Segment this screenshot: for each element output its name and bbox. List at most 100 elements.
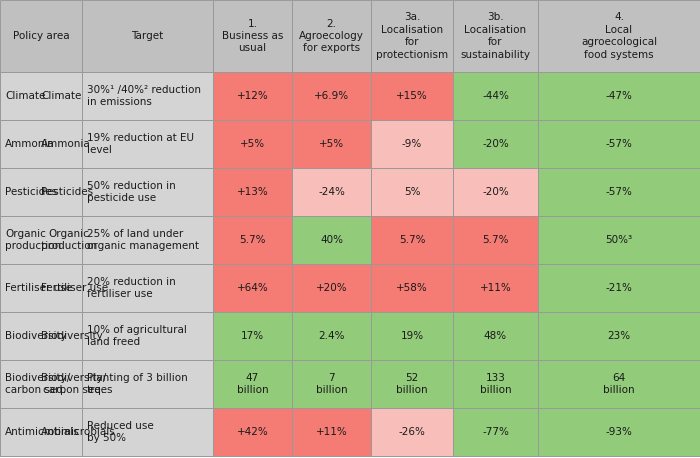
Bar: [371, 408, 453, 456]
Text: +11%: +11%: [480, 283, 512, 293]
Bar: [292, 408, 371, 456]
Bar: [538, 264, 700, 312]
Bar: [371, 120, 453, 168]
Bar: [538, 168, 700, 216]
Text: 7
billion: 7 billion: [316, 373, 347, 395]
Bar: [292, 72, 371, 120]
Text: 3a.
Localisation
for
protectionism: 3a. Localisation for protectionism: [376, 12, 448, 60]
Bar: [538, 216, 700, 264]
Text: 2.
Agroecology
for exports: 2. Agroecology for exports: [299, 19, 364, 54]
Bar: [453, 264, 538, 312]
Bar: [82, 216, 213, 264]
Text: Organic
production: Organic production: [5, 229, 62, 251]
Text: 48%: 48%: [484, 331, 507, 341]
Bar: [453, 408, 538, 456]
Bar: [213, 216, 292, 264]
Bar: [213, 360, 292, 408]
Text: +64%: +64%: [237, 283, 268, 293]
Text: +6.9%: +6.9%: [314, 91, 349, 101]
Bar: [453, 72, 538, 120]
Text: 4.
Local
agroecological
food systems: 4. Local agroecological food systems: [581, 12, 657, 60]
Text: +12%: +12%: [237, 91, 268, 101]
Text: Ammonia: Ammonia: [5, 139, 55, 149]
Bar: [371, 0, 453, 72]
Text: 5.7%: 5.7%: [399, 235, 426, 245]
Bar: [538, 120, 700, 168]
Text: +5%: +5%: [240, 139, 265, 149]
Bar: [292, 0, 371, 72]
Bar: [538, 72, 700, 120]
Text: 25% of land under
organic management: 25% of land under organic management: [87, 229, 199, 251]
Text: 50% reduction in
pesticide use: 50% reduction in pesticide use: [87, 181, 176, 203]
Text: -44%: -44%: [482, 91, 509, 101]
Bar: [82, 264, 213, 312]
Text: Biodiversity/
carbon seq.: Biodiversity/ carbon seq.: [41, 373, 106, 395]
Bar: [213, 408, 292, 456]
Bar: [82, 120, 213, 168]
Bar: [82, 168, 213, 216]
Bar: [538, 360, 700, 408]
Bar: [213, 120, 292, 168]
Bar: [0, 216, 82, 264]
Bar: [453, 360, 538, 408]
Bar: [0, 168, 82, 216]
Bar: [82, 72, 213, 120]
Bar: [82, 360, 213, 408]
Text: 19%: 19%: [400, 331, 424, 341]
Text: Organic
production: Organic production: [41, 229, 97, 251]
Bar: [82, 0, 213, 72]
Text: 10% of agricultural
land freed: 10% of agricultural land freed: [87, 325, 187, 347]
Text: Planting of 3 billion
trees: Planting of 3 billion trees: [87, 373, 188, 395]
Text: 23%: 23%: [608, 331, 631, 341]
Bar: [0, 0, 82, 72]
Bar: [0, 360, 82, 408]
Bar: [0, 72, 82, 120]
Bar: [213, 312, 292, 360]
Bar: [0, 408, 82, 456]
Bar: [213, 0, 292, 72]
Bar: [538, 312, 700, 360]
Text: Biodiversity: Biodiversity: [41, 331, 103, 341]
Bar: [0, 264, 82, 312]
Bar: [371, 72, 453, 120]
Text: 20% reduction in
fertiliser use: 20% reduction in fertiliser use: [87, 277, 176, 299]
Bar: [371, 264, 453, 312]
Bar: [0, 312, 82, 360]
Text: +42%: +42%: [237, 427, 268, 437]
Text: 30%¹ /40%² reduction
in emissions: 30%¹ /40%² reduction in emissions: [87, 85, 201, 107]
Text: +58%: +58%: [396, 283, 428, 293]
Text: +20%: +20%: [316, 283, 347, 293]
Text: -20%: -20%: [482, 139, 509, 149]
Bar: [453, 168, 538, 216]
Text: -21%: -21%: [606, 283, 632, 293]
Text: Pesticides: Pesticides: [41, 187, 93, 197]
Bar: [213, 168, 292, 216]
Text: +13%: +13%: [237, 187, 268, 197]
Bar: [371, 216, 453, 264]
Bar: [0, 216, 82, 264]
Bar: [292, 120, 371, 168]
Bar: [538, 408, 700, 456]
Bar: [453, 216, 538, 264]
Bar: [292, 264, 371, 312]
Bar: [82, 312, 213, 360]
Text: Antimicrobials: Antimicrobials: [5, 427, 80, 437]
Text: -9%: -9%: [402, 139, 422, 149]
Text: -57%: -57%: [606, 139, 632, 149]
Text: Climate: Climate: [5, 91, 46, 101]
Text: -26%: -26%: [398, 427, 426, 437]
Bar: [213, 72, 292, 120]
Bar: [292, 168, 371, 216]
Bar: [371, 168, 453, 216]
Bar: [0, 168, 82, 216]
Bar: [453, 120, 538, 168]
Bar: [292, 360, 371, 408]
Text: -24%: -24%: [318, 187, 345, 197]
Bar: [0, 312, 82, 360]
Text: 5.7%: 5.7%: [482, 235, 509, 245]
Text: 40%: 40%: [320, 235, 343, 245]
Text: Pesticides: Pesticides: [5, 187, 57, 197]
Bar: [538, 0, 700, 72]
Text: Reduced use
by 50%: Reduced use by 50%: [87, 421, 154, 443]
Bar: [0, 264, 82, 312]
